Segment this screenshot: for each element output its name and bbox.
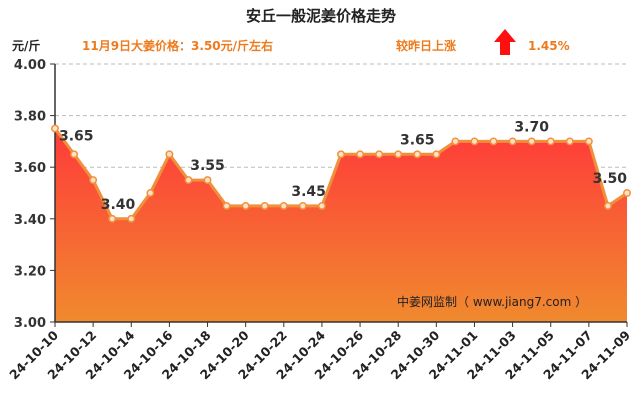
data-point	[89, 176, 98, 185]
data-point	[203, 176, 212, 185]
data-label: 3.45	[291, 184, 326, 200]
data-label: 3.55	[190, 158, 225, 174]
data-label: 3.65	[400, 132, 435, 148]
data-point	[146, 189, 155, 197]
watermark-text: 中姜网监制（ www.jiang7.com ）	[397, 294, 587, 309]
y-axis-unit-label: 元/斤	[12, 38, 40, 53]
data-point	[241, 201, 250, 210]
data-point	[470, 137, 479, 146]
data-markers	[51, 124, 631, 223]
data-point	[451, 137, 460, 146]
data-point	[184, 176, 193, 185]
price-subtitle: 11月9日大姜价格：3.50元/斤左右	[82, 38, 273, 53]
y-tick-label: 3.20	[14, 264, 46, 279]
area-fill	[55, 128, 627, 322]
y-tick-label: 3.40	[14, 213, 46, 228]
data-point	[356, 150, 365, 159]
data-point	[375, 150, 384, 159]
axes	[50, 63, 628, 327]
data-point	[413, 150, 422, 159]
y-tick-label: 3.80	[14, 110, 46, 125]
y-tick-label: 4.00	[14, 58, 46, 73]
data-label: 3.40	[101, 197, 136, 213]
data-point	[603, 201, 612, 210]
data-point	[298, 201, 307, 210]
data-point	[337, 150, 345, 159]
x-tick-labels: 24-10-1024-10-1224-10-1424-10-1624-10-18…	[6, 327, 633, 382]
data-point	[546, 137, 555, 146]
data-label: 3.50	[592, 171, 627, 187]
change-label: 较昨日上涨	[396, 38, 456, 53]
data-point	[394, 150, 403, 159]
data-point	[279, 201, 288, 210]
data-label: 3.65	[59, 129, 94, 145]
data-point	[565, 137, 574, 146]
up-arrow-icon	[494, 29, 516, 55]
chart-title: 安丘一般泥姜价格走势	[246, 7, 396, 25]
data-point	[70, 150, 79, 159]
data-label: 3.70	[514, 119, 549, 135]
data-point	[508, 137, 517, 146]
data-point	[317, 201, 326, 210]
data-point	[584, 137, 593, 146]
data-point	[527, 137, 536, 146]
data-labels: 3.65 3.40 3.55 3.45 3.65 3.70 3.50	[59, 119, 627, 212]
data-point	[260, 201, 269, 210]
y-tick-label: 3.60	[14, 161, 46, 176]
data-point	[127, 214, 136, 223]
data-point	[165, 150, 174, 159]
y-tick-labels: 3.00 3.20 3.40 3.60 3.80 4.00	[14, 58, 46, 331]
data-point	[432, 150, 441, 159]
y-tick-label: 3.00	[14, 316, 46, 331]
data-point	[51, 124, 59, 133]
data-point	[222, 201, 231, 210]
data-point	[623, 189, 631, 197]
data-point	[489, 137, 498, 146]
data-point	[108, 214, 117, 223]
change-percent: 1.45%	[528, 39, 570, 53]
